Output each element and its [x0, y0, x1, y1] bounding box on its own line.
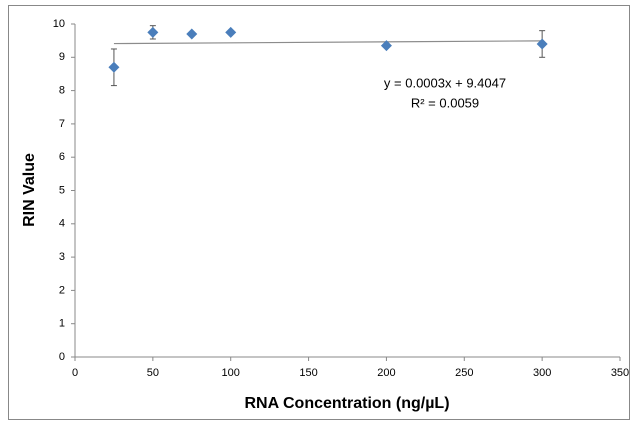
x-tick-label: 100	[222, 367, 240, 379]
point	[536, 38, 548, 50]
y-tick-label: 10	[53, 18, 65, 30]
x-tick-label: 150	[299, 367, 317, 379]
trendline	[113, 40, 543, 45]
y-tick-label: 1	[59, 318, 65, 330]
x-tick-label: 350	[611, 367, 629, 379]
trendline-r-squared: R² = 0.0059	[411, 95, 479, 110]
y-tick-label: 7	[59, 118, 65, 130]
point	[186, 28, 198, 40]
y-tick-label: 6	[59, 151, 65, 163]
chart-border	[8, 5, 630, 420]
y-axis-title: RIN Value	[21, 153, 38, 227]
y-tick-label: 5	[59, 184, 65, 196]
trendline-equation: y = 0.0003x + 9.4047	[384, 75, 506, 90]
y-tick-label: 0	[59, 351, 65, 363]
point	[380, 40, 392, 52]
y-tick-label: 3	[59, 251, 65, 263]
x-tick-label: 0	[72, 367, 78, 379]
y-tick-label: 8	[59, 85, 65, 97]
x-axis-title: RNA Concentration (ng/µL)	[244, 395, 449, 412]
x-tick-label: 250	[455, 367, 473, 379]
point	[225, 26, 237, 38]
point	[108, 61, 120, 73]
x-tick-label: 200	[377, 367, 395, 379]
y-tick-label: 4	[59, 218, 65, 230]
x-tick-label: 50	[147, 367, 159, 379]
point	[147, 26, 159, 38]
x-tick-label: 300	[533, 367, 551, 379]
y-tick-label: 2	[59, 284, 65, 296]
y-tick-label: 9	[59, 51, 65, 63]
